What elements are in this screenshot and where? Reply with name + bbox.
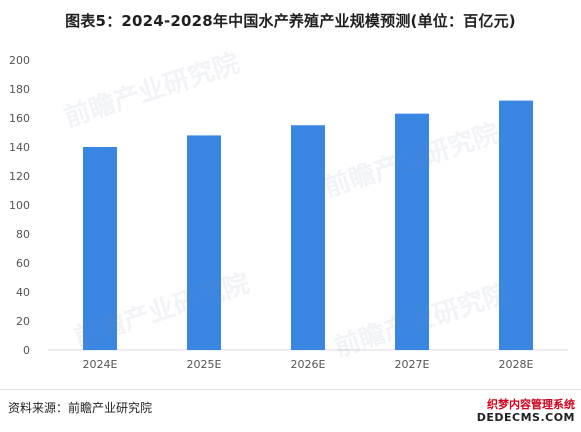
brand-line1: 织梦内容管理系统 (487, 398, 575, 411)
y-tick-label: 40 (16, 286, 30, 299)
chart-title: 图表5：2024-2028年中国水产养殖产业规模预测(单位：百亿元) (65, 12, 516, 30)
bar (83, 147, 117, 350)
y-tick-label: 80 (16, 228, 30, 241)
bar (187, 135, 221, 350)
y-tick-label: 100 (9, 199, 30, 212)
x-tick-label: 2028E (499, 358, 534, 371)
y-tick-label: 0 (23, 344, 30, 357)
x-tick-label: 2024E (83, 358, 118, 371)
source-note: 资料来源：前瞻产业研究院 (8, 401, 153, 415)
y-tick-label: 60 (16, 257, 30, 270)
bar (395, 113, 429, 351)
footer-divider (0, 389, 581, 390)
y-tick-label: 180 (9, 83, 30, 96)
brand-line2: DEDECMS.COM (476, 411, 575, 424)
x-tick-label: 2025E (187, 358, 222, 371)
bar (499, 100, 533, 350)
x-tick-label: 2026E (291, 358, 326, 371)
corner-brand: 织梦内容管理系统 DEDECMS.COM (477, 398, 575, 424)
y-tick-label: 20 (16, 315, 30, 328)
y-tick-label: 120 (9, 170, 30, 183)
y-tick-label: 140 (9, 141, 30, 154)
x-tick-label: 2027E (395, 358, 430, 371)
bar (291, 125, 325, 350)
y-tick-label: 200 (9, 54, 30, 67)
y-tick-label: 160 (9, 112, 30, 125)
